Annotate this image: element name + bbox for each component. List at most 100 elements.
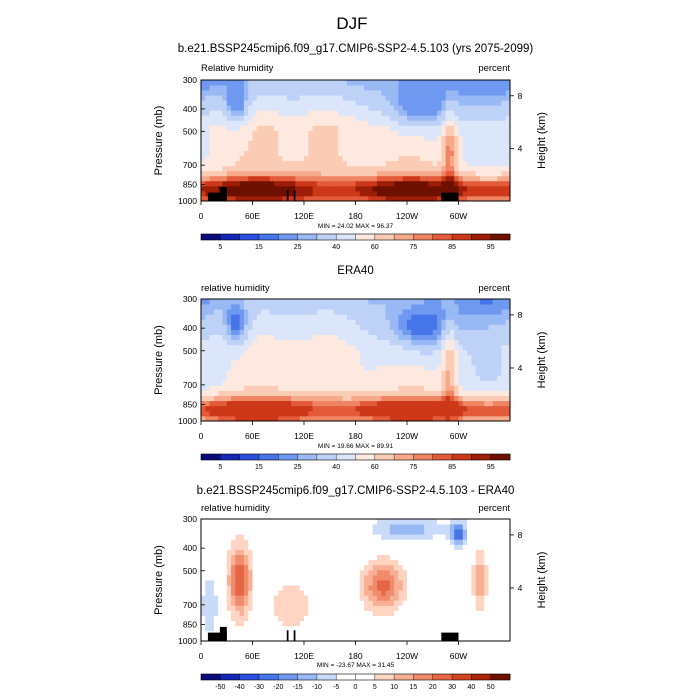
field-cell bbox=[471, 190, 477, 197]
field-cell bbox=[364, 190, 369, 197]
field-cell bbox=[389, 610, 395, 616]
field-cell bbox=[325, 299, 331, 305]
field-cell bbox=[488, 195, 494, 202]
field-cell bbox=[231, 195, 236, 202]
field-cell bbox=[484, 344, 489, 351]
field-cell bbox=[209, 605, 215, 611]
x-tick-label: 120W bbox=[396, 431, 418, 441]
field-cell bbox=[364, 140, 369, 146]
field-cell bbox=[355, 314, 361, 320]
field-cell bbox=[209, 395, 215, 402]
field-cell bbox=[497, 600, 502, 606]
field-cell bbox=[415, 630, 421, 637]
y-tick-label: 500 bbox=[183, 346, 197, 356]
field-cell bbox=[239, 380, 245, 386]
field-cell bbox=[329, 344, 335, 351]
field-cell bbox=[454, 165, 459, 172]
field-cell bbox=[239, 95, 245, 101]
field-cell bbox=[394, 605, 399, 611]
field-cell bbox=[312, 185, 318, 192]
field-cell bbox=[248, 385, 253, 391]
field-cell bbox=[299, 410, 305, 417]
field-cell bbox=[205, 95, 210, 101]
field-cell bbox=[329, 105, 335, 111]
field-cell bbox=[372, 344, 378, 351]
field-cell bbox=[454, 329, 459, 335]
field-cell bbox=[205, 105, 210, 111]
field-cell bbox=[398, 125, 404, 131]
field-cell bbox=[381, 630, 386, 637]
field-cell bbox=[445, 375, 451, 381]
field-cell bbox=[479, 299, 485, 305]
field-cell bbox=[329, 554, 335, 561]
field-cell bbox=[411, 155, 416, 162]
field-cell bbox=[488, 309, 494, 315]
field-cell bbox=[479, 615, 485, 622]
field-cell bbox=[385, 349, 391, 356]
field-cell bbox=[218, 110, 223, 116]
field-cell bbox=[355, 105, 361, 111]
field-cell bbox=[488, 160, 494, 167]
field-cell bbox=[213, 85, 219, 91]
field-cell bbox=[501, 299, 507, 305]
field-cell bbox=[372, 314, 378, 320]
field-cell bbox=[471, 309, 477, 315]
field-cell bbox=[291, 349, 296, 356]
field-cell bbox=[308, 620, 313, 627]
field-cell bbox=[209, 559, 215, 566]
field-cell bbox=[501, 554, 507, 561]
field-cell bbox=[432, 635, 438, 642]
field-cell bbox=[218, 165, 223, 172]
field-cell bbox=[454, 319, 459, 325]
field-cell bbox=[411, 385, 416, 391]
field-cell bbox=[209, 615, 215, 622]
field-cell bbox=[492, 370, 498, 376]
field-cell bbox=[226, 180, 232, 187]
field-cell bbox=[342, 580, 348, 586]
field-cell bbox=[312, 380, 318, 386]
field-cell bbox=[261, 360, 266, 366]
field-cell bbox=[261, 319, 266, 325]
field-cell bbox=[321, 319, 326, 325]
field-cell bbox=[278, 155, 283, 162]
field-cell bbox=[479, 375, 485, 381]
field-cell bbox=[441, 610, 447, 616]
field-cell bbox=[381, 625, 386, 632]
field-cell bbox=[505, 574, 511, 581]
field-cell bbox=[484, 80, 489, 86]
field-cell bbox=[261, 170, 266, 177]
field-cell bbox=[252, 625, 258, 632]
field-cell bbox=[432, 90, 438, 96]
field-cell bbox=[385, 85, 391, 91]
field-cell bbox=[432, 170, 438, 177]
field-cell bbox=[462, 595, 468, 601]
field-cell bbox=[501, 160, 507, 167]
field-cell bbox=[295, 615, 301, 622]
field-cell bbox=[437, 160, 442, 167]
colorbar-label: 60 bbox=[371, 464, 379, 471]
field-cell bbox=[218, 90, 223, 96]
field-cell bbox=[248, 564, 253, 571]
field-cell bbox=[248, 155, 253, 162]
field-cell bbox=[243, 380, 249, 386]
field-cell bbox=[411, 319, 416, 325]
field-cell bbox=[432, 405, 438, 412]
field-cell bbox=[492, 600, 498, 606]
field-cell bbox=[346, 610, 352, 616]
field-cell bbox=[201, 415, 206, 422]
field-cell bbox=[273, 160, 279, 167]
field-cell bbox=[205, 569, 210, 576]
field-cell bbox=[265, 190, 271, 197]
field-cell bbox=[248, 395, 253, 402]
field-cell bbox=[394, 569, 399, 576]
field-cell bbox=[273, 115, 279, 121]
field-cell bbox=[351, 370, 356, 376]
field-cell bbox=[256, 165, 262, 172]
field-cell bbox=[299, 324, 305, 330]
field-cell bbox=[325, 175, 331, 182]
field-cell bbox=[278, 304, 283, 310]
field-cell bbox=[475, 110, 481, 116]
field-cell bbox=[226, 120, 232, 126]
field-cell bbox=[243, 299, 249, 305]
